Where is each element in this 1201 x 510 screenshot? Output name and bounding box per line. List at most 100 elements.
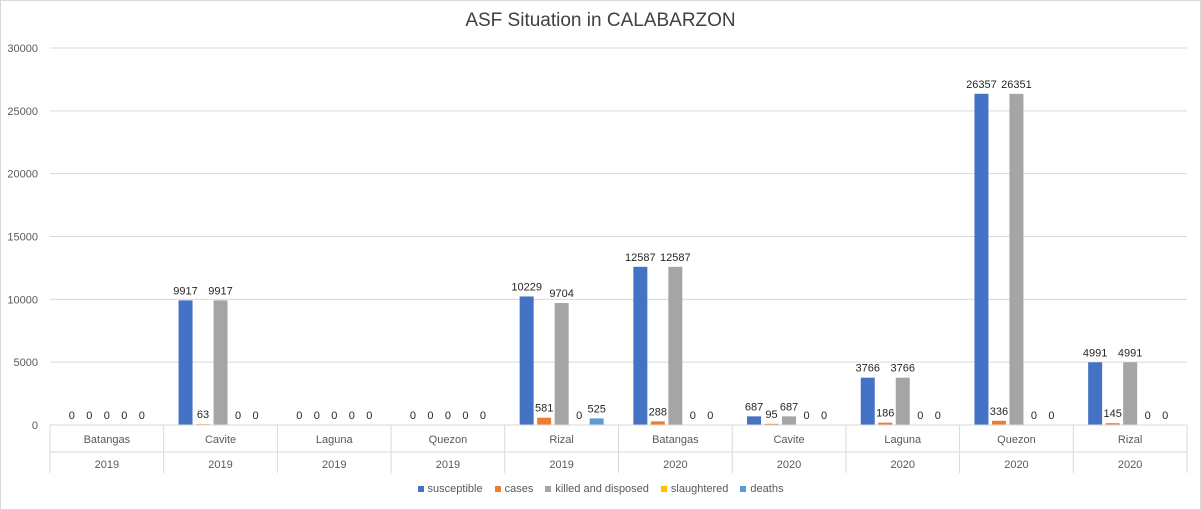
data-label: 581 [535, 403, 553, 415]
legend-item: deaths [740, 483, 783, 495]
data-label: 0 [1031, 410, 1037, 422]
data-label: 288 [649, 406, 667, 418]
data-label: 0 [935, 410, 941, 422]
data-label: 26357 [966, 79, 997, 91]
x-tick-label-province: Batangas [84, 434, 131, 446]
data-label: 0 [1048, 410, 1054, 422]
data-label: 0 [86, 410, 92, 422]
data-label: 3766 [856, 363, 880, 375]
data-label: 0 [104, 410, 110, 422]
y-tick-label: 10000 [7, 294, 38, 306]
x-tick-label-province: Rizal [549, 434, 573, 446]
bar [1009, 93, 1024, 425]
bar [895, 377, 910, 425]
data-label: 186 [876, 408, 894, 420]
data-label: 336 [990, 406, 1008, 418]
bar [519, 296, 534, 425]
chart-title: ASF Situation in CALABARZON [465, 10, 736, 31]
x-tick-label-year: 2019 [208, 459, 232, 471]
data-label: 0 [803, 410, 809, 422]
data-label: 0 [139, 410, 145, 422]
data-label: 0 [121, 410, 127, 422]
x-tick-label-province: Rizal [1118, 434, 1142, 446]
data-label: 4991 [1083, 347, 1107, 359]
x-tick-label-province: Cavite [205, 434, 236, 446]
legend-swatch [660, 486, 667, 492]
data-label: 12587 [660, 252, 691, 264]
y-tick-label: 20000 [7, 169, 38, 181]
data-label: 3766 [891, 363, 915, 375]
bar [1088, 362, 1103, 425]
y-tick-label: 5000 [14, 357, 38, 369]
data-label: 145 [1103, 408, 1121, 420]
data-label: 10229 [511, 281, 542, 293]
x-tick-label-province: Cavite [773, 434, 804, 446]
x-tick-label-year: 2020 [891, 459, 915, 471]
bar [991, 420, 1006, 425]
x-tick-label-year: 2019 [549, 459, 573, 471]
legend-swatch [545, 486, 552, 492]
data-label: 9917 [173, 285, 197, 297]
bar [650, 421, 665, 425]
bar [764, 423, 779, 425]
bar [213, 300, 228, 425]
x-tick-label-year: 2019 [322, 459, 346, 471]
data-label: 0 [462, 410, 468, 422]
data-label: 0 [917, 410, 923, 422]
y-tick-label: 15000 [7, 232, 38, 244]
data-label: 4991 [1118, 347, 1142, 359]
x-tick-label-province: Batangas [652, 434, 699, 446]
data-label: 0 [1145, 410, 1151, 422]
legend-swatch [740, 486, 747, 492]
y-tick-label: 0 [32, 420, 38, 432]
bar [537, 417, 552, 425]
legend-label: cases [504, 483, 534, 495]
bar [974, 93, 989, 425]
bar [178, 300, 193, 425]
bar [554, 303, 569, 425]
legend-label: deaths [750, 483, 784, 495]
x-tick-label-province: Quezon [429, 434, 468, 446]
y-tick-label: 30000 [7, 43, 38, 55]
legend-item: susceptible [417, 483, 483, 495]
data-label: 0 [576, 410, 582, 422]
data-label: 12587 [625, 252, 656, 264]
data-label: 0 [707, 410, 713, 422]
bar [1105, 423, 1120, 425]
x-tick-label-year: 2020 [663, 459, 687, 471]
legend-label: susceptible [427, 483, 483, 495]
x-tick-label-province: Laguna [316, 434, 354, 446]
data-label: 0 [690, 410, 696, 422]
bar [782, 416, 797, 425]
bar [633, 266, 648, 425]
y-tick-label: 25000 [7, 106, 38, 118]
bar [589, 418, 604, 425]
data-label: 0 [235, 410, 241, 422]
data-label: 0 [296, 410, 302, 422]
data-label: 0 [252, 410, 258, 422]
legend-swatch [494, 486, 501, 492]
x-tick-label-year: 2019 [436, 459, 460, 471]
x-tick-label-province: Quezon [997, 434, 1036, 446]
data-label: 525 [587, 403, 605, 415]
legend-label: killed and disposed [555, 483, 649, 495]
data-label: 9917 [208, 285, 232, 297]
data-label: 0 [69, 410, 75, 422]
data-label: 0 [366, 410, 372, 422]
data-label: 95 [765, 409, 777, 421]
x-tick-label-province: Laguna [884, 434, 922, 446]
x-tick-label-year: 2019 [95, 459, 119, 471]
data-label: 0 [1162, 410, 1168, 422]
data-label: 63 [197, 409, 209, 421]
data-label: 0 [480, 410, 486, 422]
data-label: 26351 [1001, 79, 1032, 91]
chart-legend: susceptible cases killed and disposed slaug… [0, 483, 1201, 495]
x-tick-label-year: 2020 [777, 459, 801, 471]
legend-label: slaughtered [670, 483, 729, 495]
legend-item: slaughtered [660, 483, 729, 495]
bar [860, 377, 875, 425]
data-label: 687 [780, 401, 798, 413]
bar [878, 422, 893, 425]
x-tick-label-year: 2020 [1118, 459, 1142, 471]
